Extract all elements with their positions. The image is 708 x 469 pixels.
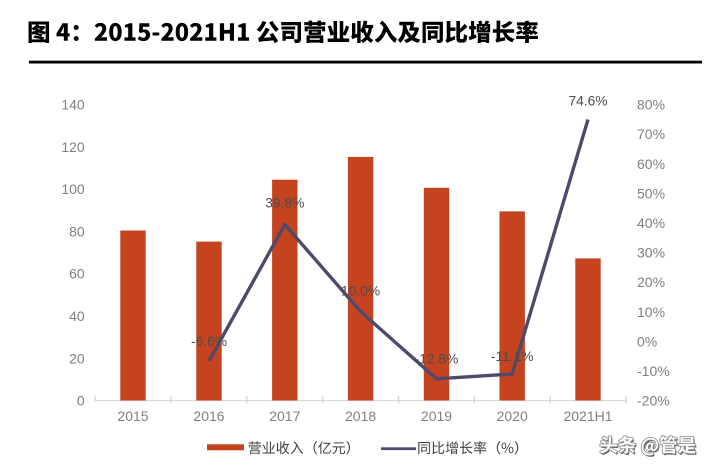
svg-text:0: 0: [77, 393, 85, 409]
svg-text:2017: 2017: [269, 408, 300, 424]
svg-text:30%: 30%: [637, 245, 665, 261]
svg-text:-6.6%: -6.6%: [191, 334, 227, 349]
svg-text:50%: 50%: [637, 185, 665, 201]
svg-text:20%: 20%: [637, 274, 665, 290]
svg-text:120: 120: [61, 139, 85, 155]
svg-text:80: 80: [69, 224, 85, 240]
svg-text:80%: 80%: [637, 97, 665, 113]
svg-text:60: 60: [69, 266, 85, 282]
svg-text:39.8%: 39.8%: [265, 196, 304, 211]
svg-text:40%: 40%: [637, 215, 665, 231]
svg-text:2020: 2020: [497, 408, 528, 424]
svg-text:2016: 2016: [193, 408, 224, 424]
svg-text:2015: 2015: [117, 408, 148, 424]
svg-text:100: 100: [61, 181, 85, 197]
svg-text:-12.8%: -12.8%: [415, 352, 459, 367]
svg-text:70%: 70%: [637, 126, 665, 142]
svg-text:20: 20: [69, 350, 85, 366]
svg-text:-10%: -10%: [637, 363, 670, 379]
svg-text:10%: 10%: [637, 304, 665, 320]
svg-text:2021H1: 2021H1: [563, 408, 612, 424]
svg-text:0%: 0%: [637, 333, 657, 349]
svg-text:74.6%: 74.6%: [568, 93, 607, 108]
svg-text:-11.1%: -11.1%: [491, 349, 534, 364]
svg-text:-20%: -20%: [637, 393, 670, 409]
svg-text:2018: 2018: [345, 408, 376, 424]
svg-text:140: 140: [61, 97, 85, 113]
svg-text:2019: 2019: [421, 408, 452, 424]
svg-text:10.0%: 10.0%: [341, 284, 380, 299]
svg-text:60%: 60%: [637, 156, 665, 172]
svg-text:40: 40: [69, 308, 85, 324]
